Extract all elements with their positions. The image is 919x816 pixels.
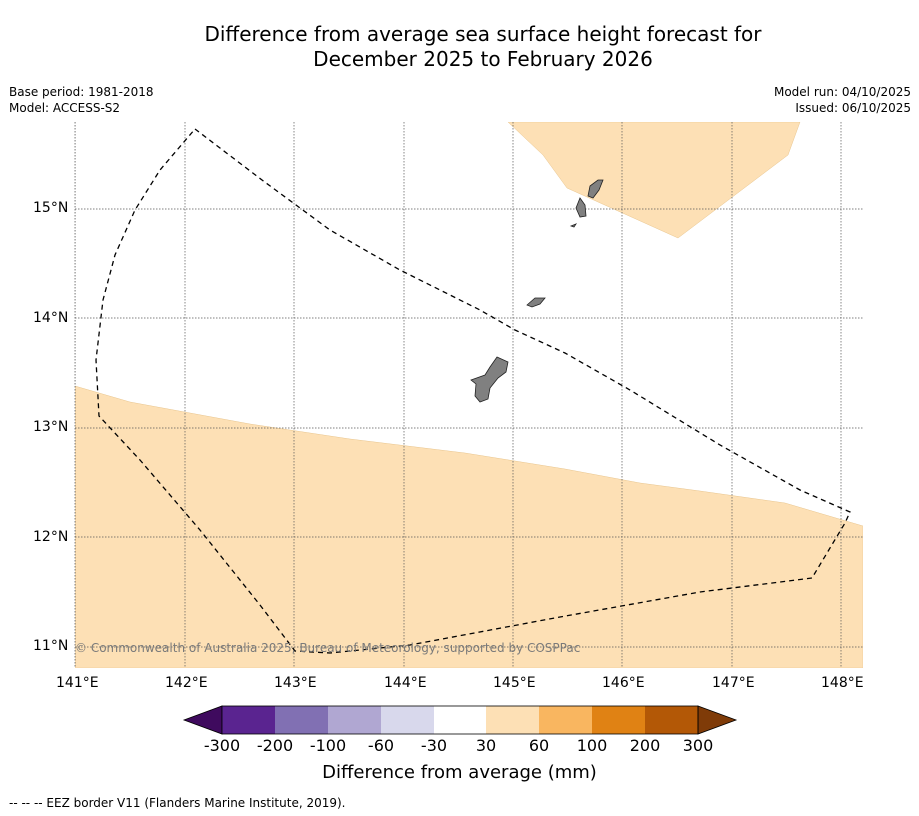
colorbar-tick: 200 — [629, 736, 661, 755]
lat-label-14: 14°N — [33, 310, 69, 326]
lat-label-12: 12°N — [33, 529, 69, 545]
lon-label-143: 143°E — [274, 675, 317, 691]
colorbar-title: Difference from average (mm) — [322, 762, 597, 783]
colorbar-seg-2 — [275, 706, 328, 734]
colorbar-tick: 300 — [682, 736, 714, 755]
copyright-note: © Commonwealth of Australia 2025, Bureau… — [75, 641, 581, 655]
lon-label-144: 144°E — [384, 675, 427, 691]
guam-island — [470, 356, 509, 403]
lon-label-142: 142°E — [165, 675, 208, 691]
meta-left: Base period: 1981-2018 Model: ACCESS-S2 — [9, 84, 154, 116]
colorbar-tick: -200 — [256, 736, 294, 755]
lat-label-15: 15°N — [33, 200, 69, 216]
title-line-2: December 2025 to February 2026 — [313, 47, 653, 71]
lon-label-146: 146°E — [602, 675, 645, 691]
colorbar-tick: 100 — [576, 736, 608, 755]
meta-right: Model run: 04/10/2025 Issued: 06/10/2025 — [774, 84, 911, 116]
colorbar-seg-7 — [539, 706, 592, 734]
rota-island — [526, 297, 546, 308]
anomaly-region-north — [507, 122, 801, 239]
colorbar-tick: 60 — [528, 736, 550, 755]
colorbar-seg-3 — [328, 706, 381, 734]
colorbar-seg-9 — [645, 706, 698, 734]
colorbar-seg-8 — [592, 706, 645, 734]
colorbar-tick: -100 — [309, 736, 347, 755]
colorbar-tick: 30 — [475, 736, 497, 755]
colorbar — [182, 705, 738, 735]
lon-label-145: 145°E — [493, 675, 536, 691]
aguijan-islet — [569, 223, 578, 228]
colorbar-seg-4 — [381, 706, 434, 734]
lon-label-148: 148°E — [821, 675, 864, 691]
colorbar-seg-1 — [222, 706, 275, 734]
lat-label-13: 13°N — [33, 419, 69, 435]
tinian-island — [575, 197, 587, 218]
colorbar-tick: -300 — [203, 736, 241, 755]
colorbar-outline — [221, 705, 699, 735]
colorbar-extend-low — [182, 705, 223, 735]
colorbar-tick: -60 — [367, 736, 395, 755]
eez-footnote: -- -- -- EEZ border V11 (Flanders Marine… — [9, 796, 346, 810]
colorbar-tick: -30 — [420, 736, 448, 755]
graticule — [75, 122, 863, 668]
title-line-1: Difference from average sea surface heig… — [204, 22, 762, 46]
colorbar-extend-high — [697, 705, 738, 735]
model-name: Model: ACCESS-S2 — [9, 101, 121, 115]
saipan-island — [587, 179, 604, 199]
lon-label-141: 141°E — [56, 675, 99, 691]
base-period: Base period: 1981-2018 — [9, 85, 154, 99]
colorbar-seg-5 — [434, 706, 486, 734]
map-plot — [75, 122, 863, 668]
model-run: Model run: 04/10/2025 — [773, 85, 911, 99]
colorbar-seg-6 — [486, 706, 539, 734]
map-title: Difference from average sea surface heig… — [0, 22, 919, 72]
issued-date: Issued: 06/10/2025 — [795, 101, 911, 115]
eez-border — [95, 128, 851, 654]
lat-label-11: 11°N — [33, 638, 69, 654]
lon-label-147: 147°E — [712, 675, 755, 691]
